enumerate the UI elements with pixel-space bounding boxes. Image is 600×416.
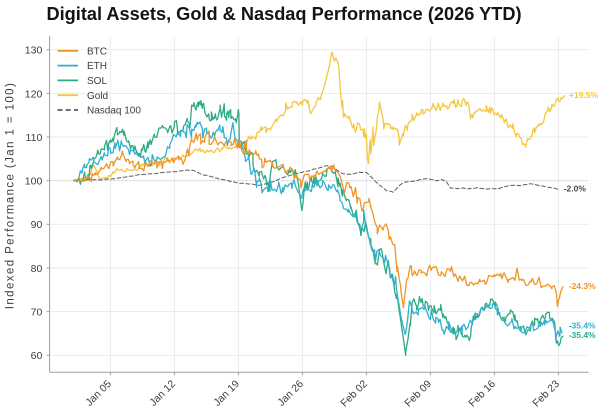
svg-text:-2.0%: -2.0% bbox=[564, 183, 587, 193]
svg-text:Nasdaq 100: Nasdaq 100 bbox=[87, 106, 141, 117]
svg-text:130: 130 bbox=[25, 45, 43, 57]
svg-text:Indexed Performance (Jan 1 = 1: Indexed Performance (Jan 1 = 100) bbox=[5, 82, 17, 309]
svg-text:ETH: ETH bbox=[87, 61, 107, 72]
svg-text:-35.4%: -35.4% bbox=[569, 321, 596, 331]
svg-text:100: 100 bbox=[25, 176, 43, 188]
svg-text:Digital Assets, Gold & Nasdaq: Digital Assets, Gold & Nasdaq Performanc… bbox=[46, 4, 521, 24]
svg-text:Gold: Gold bbox=[87, 91, 108, 102]
svg-text:90: 90 bbox=[31, 219, 43, 231]
svg-text:110: 110 bbox=[26, 132, 43, 144]
svg-text:80: 80 bbox=[31, 263, 43, 275]
svg-text:SOL: SOL bbox=[87, 76, 107, 87]
svg-text:BTC: BTC bbox=[87, 46, 107, 57]
svg-text:70: 70 bbox=[31, 307, 43, 319]
svg-text:-35.4%: -35.4% bbox=[569, 330, 596, 340]
svg-text:+19.5%: +19.5% bbox=[569, 90, 599, 100]
svg-text:120: 120 bbox=[25, 88, 43, 100]
svg-text:-24.3%: -24.3% bbox=[569, 281, 596, 291]
svg-text:60: 60 bbox=[31, 350, 43, 362]
